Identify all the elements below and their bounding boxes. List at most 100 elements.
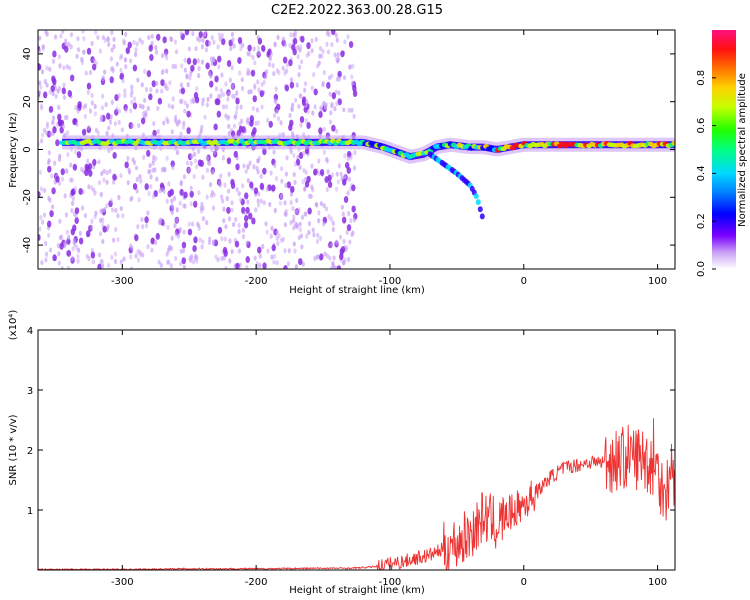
noise-speck	[69, 44, 73, 50]
noise-speck	[112, 151, 117, 159]
noise-speck	[228, 77, 232, 83]
noise-speck	[310, 85, 314, 91]
noise-speck	[213, 123, 218, 131]
noise-speck	[97, 263, 102, 269]
noise-speck	[169, 262, 173, 269]
noise-speck	[201, 174, 205, 180]
noise-speck	[88, 224, 93, 232]
noise-speck	[311, 187, 315, 193]
noise-speck	[63, 193, 67, 199]
noise-speck	[310, 184, 314, 190]
noise-speck	[267, 61, 272, 68]
noise-speck	[290, 106, 294, 112]
noise-speck	[137, 197, 141, 203]
noise-speck	[325, 253, 330, 259]
noise-speck	[129, 243, 133, 249]
noise-speck	[212, 150, 218, 158]
noise-speck	[328, 75, 332, 81]
noise-speck	[336, 265, 342, 269]
noise-speck	[216, 110, 222, 118]
noise-speck	[98, 48, 102, 54]
noise-speck	[304, 118, 309, 124]
noise-speck	[138, 37, 142, 43]
noise-speck	[40, 259, 44, 266]
noise-speck	[244, 168, 248, 175]
noise-speck	[331, 172, 335, 178]
snr-y-tick-label: 1	[27, 506, 33, 517]
noise-speck	[88, 69, 93, 76]
noise-speck	[61, 87, 67, 95]
noise-speck	[317, 158, 321, 164]
noise-speck	[225, 195, 229, 202]
noise-speck	[123, 88, 127, 94]
noise-speck	[83, 212, 88, 219]
noise-speck	[289, 77, 293, 83]
noise-speck	[50, 173, 54, 179]
noise-speck	[343, 39, 347, 45]
noise-speck	[71, 246, 75, 252]
noise-speck	[171, 63, 175, 69]
noise-speck	[336, 52, 340, 58]
noise-speck	[319, 105, 323, 111]
noise-speck	[251, 54, 255, 61]
noise-speck	[190, 153, 194, 160]
noise-speck	[45, 31, 49, 37]
noise-speck	[220, 236, 224, 242]
noise-speck	[296, 154, 300, 161]
noise-speck	[318, 111, 323, 119]
noise-speck	[191, 31, 195, 37]
noise-speck	[222, 218, 226, 224]
noise-speck	[239, 197, 243, 203]
noise-speck	[350, 107, 354, 113]
noise-speck	[159, 262, 164, 268]
noise-speck	[327, 181, 333, 189]
noise-speck	[348, 239, 352, 245]
noise-speck	[348, 41, 354, 49]
noise-speck	[231, 37, 235, 43]
snr-x-ticks: -300 -200 -100 0 100	[111, 330, 667, 588]
noise-speck	[170, 129, 174, 135]
noise-speck	[227, 171, 231, 177]
noise-speck	[78, 230, 83, 236]
noise-speck	[212, 239, 216, 245]
noise-speck	[144, 223, 149, 229]
noise-speck	[235, 187, 239, 193]
noise-speck	[198, 31, 203, 39]
snr-y-tick-label: 2	[27, 446, 33, 457]
snr-frame	[37, 329, 676, 571]
noise-speck	[220, 32, 224, 39]
noise-speck	[149, 87, 153, 93]
noise-speck	[157, 97, 163, 105]
lower-branch-blob	[479, 213, 485, 220]
noise-speck	[38, 62, 41, 70]
noise-speck	[312, 71, 316, 78]
noise-speck	[175, 149, 180, 156]
noise-speck	[86, 126, 92, 134]
colorbar: 0.0 0.2 0.4 0.6 0.8 Normalized spectral ampl…	[696, 30, 748, 277]
noise-speck	[41, 132, 45, 138]
noise-speck	[256, 45, 261, 51]
noise-speck	[229, 45, 233, 51]
noise-speck	[74, 217, 79, 225]
noise-speck	[72, 239, 76, 246]
noise-speck	[100, 263, 105, 269]
noise-speck	[293, 223, 297, 230]
noise-speck	[112, 173, 117, 181]
noise-speck	[138, 251, 142, 257]
noise-speck	[141, 104, 145, 110]
noise-speck	[261, 44, 266, 52]
noise-speck	[289, 200, 293, 206]
noise-speck	[112, 237, 116, 243]
noise-speck	[64, 41, 68, 47]
noise-speck	[283, 70, 287, 76]
noise-speck	[124, 107, 128, 113]
noise-speck	[322, 221, 326, 227]
noise-speck	[38, 191, 41, 199]
snr-panel: -300 -200 -100 0 100 1 2 3 4 Height of straight…	[8, 310, 676, 596]
noise-speck	[86, 158, 90, 164]
noise-speck	[241, 183, 245, 189]
noise-speck	[45, 82, 49, 88]
noise-speck	[254, 120, 258, 126]
noise-speck	[103, 69, 107, 75]
noise-speck	[286, 181, 292, 189]
